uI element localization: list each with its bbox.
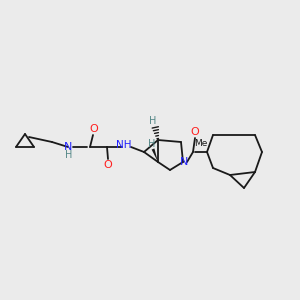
- Text: NH: NH: [116, 140, 132, 150]
- Text: H: H: [149, 116, 157, 126]
- Text: O: O: [103, 160, 112, 170]
- Text: Me: Me: [194, 139, 208, 148]
- Text: H: H: [148, 139, 156, 149]
- Text: O: O: [190, 127, 200, 137]
- Text: N: N: [180, 157, 188, 167]
- Text: O: O: [90, 124, 98, 134]
- Text: N: N: [64, 142, 72, 152]
- Polygon shape: [152, 148, 158, 162]
- Text: H: H: [65, 150, 73, 160]
